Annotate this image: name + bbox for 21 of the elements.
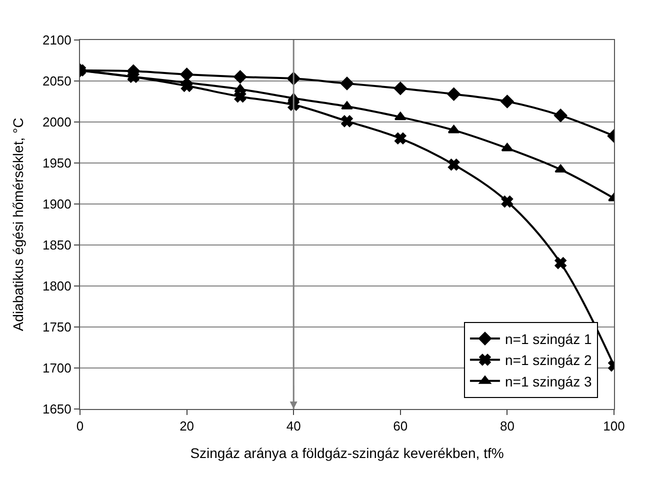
legend-label: n=1 szingáz 1 (504, 330, 592, 347)
y-tick-label: 1700 (42, 360, 72, 376)
y-tick-label: 1900 (42, 196, 72, 212)
legend-label: n=1 szingáz 3 (504, 373, 592, 390)
y-tick-label: 2000 (42, 114, 72, 130)
y-tick-label: 1850 (42, 238, 72, 253)
y-tick-label: 2050 (42, 74, 72, 89)
x-tick-label: 0 (76, 418, 84, 434)
x-axis-title: Szingáz aránya a földgáz-szingáz keverékben, tf% (190, 444, 504, 461)
x-tick-label: 20 (180, 418, 194, 434)
y-tick-label: 1650 (42, 402, 72, 417)
x-tick-label: 80 (500, 418, 514, 434)
x-tick-label: 40 (286, 418, 301, 434)
x-tick-label: 60 (393, 418, 408, 434)
y-tick-label: 1800 (42, 278, 72, 294)
legend-label: n=1 szingáz 2 (504, 352, 592, 368)
y-tick-label: 1750 (42, 320, 72, 335)
x-tick-label: 100 (603, 418, 625, 434)
y-tick-label: 1950 (42, 156, 72, 171)
y-axis-title: Adiabatikus égési hőmérséklet, °C (10, 118, 26, 332)
y-tick-label: 2100 (42, 32, 72, 48)
